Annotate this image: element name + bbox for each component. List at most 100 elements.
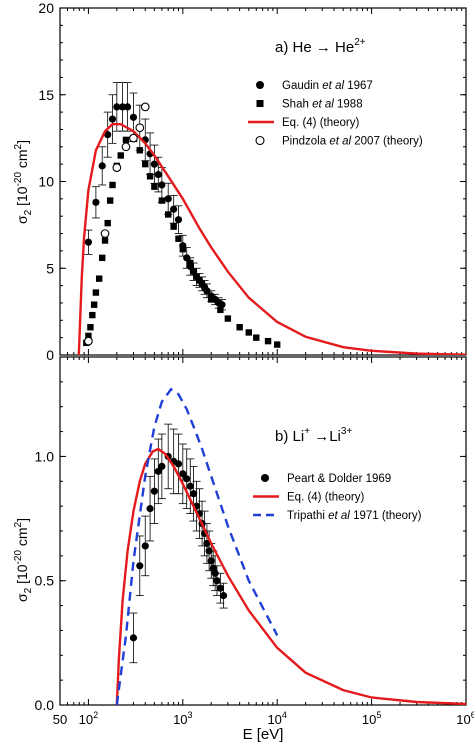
- data-point: [89, 311, 96, 319]
- data-point: [216, 584, 224, 592]
- y-tick-label: 5: [46, 260, 54, 276]
- legend-label: Eq. (4) (theory): [282, 117, 359, 129]
- legend-label: Tripathi et al 1971 (theory): [287, 510, 422, 522]
- legend-label: Peart & Dolder 1969: [287, 473, 391, 485]
- series-peart-dolder-1969: [129, 423, 228, 664]
- data-point: [189, 268, 198, 276]
- y-tick-label: 10: [38, 174, 54, 190]
- data-point: [179, 470, 187, 478]
- data-point: [170, 205, 178, 213]
- data-point: [109, 181, 116, 189]
- data-point: [219, 592, 228, 600]
- data-point: [146, 173, 154, 180]
- data-point: [189, 490, 198, 498]
- panel-a-label: a) He → He2+: [275, 37, 366, 56]
- panel-b-frame: [59, 356, 467, 706]
- panel-a-legend: Gaudin et al 1967 Shah et al 1988 Eq. (4) …: [248, 80, 423, 148]
- data-point: [264, 337, 272, 345]
- legend-label: Gaudin et al 1967: [282, 80, 373, 92]
- y-tick-label: 0: [46, 347, 54, 363]
- data-point: [98, 162, 106, 170]
- data-point: [135, 123, 145, 133]
- data-point: [196, 277, 203, 284]
- data-point: [101, 237, 109, 244]
- series-curve: [77, 123, 466, 355]
- data-point: [151, 183, 158, 190]
- data-point: [164, 211, 172, 218]
- data-point: [113, 103, 121, 111]
- legend-label: Pindzola et al 2007 (theory): [282, 136, 423, 148]
- x-axis-label: E [eV]: [243, 726, 284, 743]
- y-tick-label: 20: [38, 0, 54, 16]
- series-curve: [115, 387, 279, 705]
- data-point: [123, 103, 132, 111]
- data-point: [100, 229, 110, 238]
- panel-b-plot-area: [115, 387, 466, 705]
- series-pindzola-et-al-2007-theory-: [84, 102, 150, 346]
- data-point: [121, 142, 131, 152]
- data-point: [179, 245, 187, 253]
- data-point: [213, 577, 221, 585]
- data-point: [129, 113, 138, 121]
- data-point: [150, 487, 158, 495]
- data-point: [122, 136, 130, 144]
- data-point: [150, 160, 158, 168]
- data-point: [218, 301, 226, 309]
- data-point: [187, 259, 194, 267]
- panel-b-label: b) Li+ →Li3+: [275, 426, 352, 445]
- panel-a-y-axis-label: σ2 [10-20 cm2]: [13, 140, 34, 224]
- data-point: [175, 235, 182, 242]
- data-point: [129, 133, 138, 143]
- data-point: [142, 160, 149, 168]
- data-point: [158, 181, 166, 189]
- data-point: [140, 102, 150, 112]
- series-gaudin-et-al-1967: [84, 82, 226, 311]
- data-point: [274, 341, 281, 348]
- y-tick-label: 0.5: [35, 573, 55, 589]
- data-point: [236, 324, 243, 331]
- data-point: [154, 170, 162, 179]
- data-point: [112, 163, 122, 172]
- legend-swatch: [256, 81, 264, 89]
- data-point: [174, 460, 183, 468]
- y-tick-label: 1.0: [35, 448, 55, 464]
- data-point: [253, 334, 260, 341]
- data-point: [154, 467, 162, 475]
- data-point: [92, 289, 100, 296]
- data-point: [217, 306, 224, 314]
- data-point: [245, 329, 252, 336]
- legend-swatch: [261, 474, 269, 482]
- series-shah-et-al-1988: [83, 134, 281, 348]
- data-point: [208, 296, 215, 303]
- legend-label: Shah et al 1988: [282, 99, 363, 111]
- data-point: [136, 562, 144, 570]
- data-point: [207, 557, 215, 565]
- series-curve: [115, 447, 466, 705]
- x-tick-label: 50: [53, 712, 67, 727]
- x-tick-label: 104: [267, 710, 286, 727]
- data-point: [203, 539, 211, 548]
- data-point: [108, 115, 117, 123]
- panel-a-frame: [59, 7, 467, 356]
- data-point: [186, 482, 194, 490]
- data-point: [104, 219, 111, 227]
- data-point: [87, 324, 94, 331]
- data-point: [136, 147, 143, 154]
- data-point: [141, 542, 149, 550]
- panel-b-legend: Peart & Dolder 1969 Eq. (4) (theory) Tripa…: [253, 473, 422, 522]
- data-point: [84, 238, 93, 246]
- data-point: [158, 462, 166, 470]
- panel-a-plot-area: [77, 82, 466, 355]
- data-point: [146, 505, 154, 513]
- data-point: [158, 197, 166, 204]
- data-point: [183, 475, 191, 483]
- legend-swatch: [255, 135, 265, 146]
- data-point: [203, 287, 211, 295]
- x-tick-label: 103: [173, 710, 192, 727]
- data-point: [84, 336, 93, 346]
- data-point: [129, 634, 138, 642]
- data-point: [85, 332, 92, 340]
- panel-b-y-axis-label: σ2 [10-20 cm2]: [13, 518, 34, 602]
- x-tick-label: 102: [79, 710, 98, 727]
- x-tick-label: 105: [362, 710, 381, 727]
